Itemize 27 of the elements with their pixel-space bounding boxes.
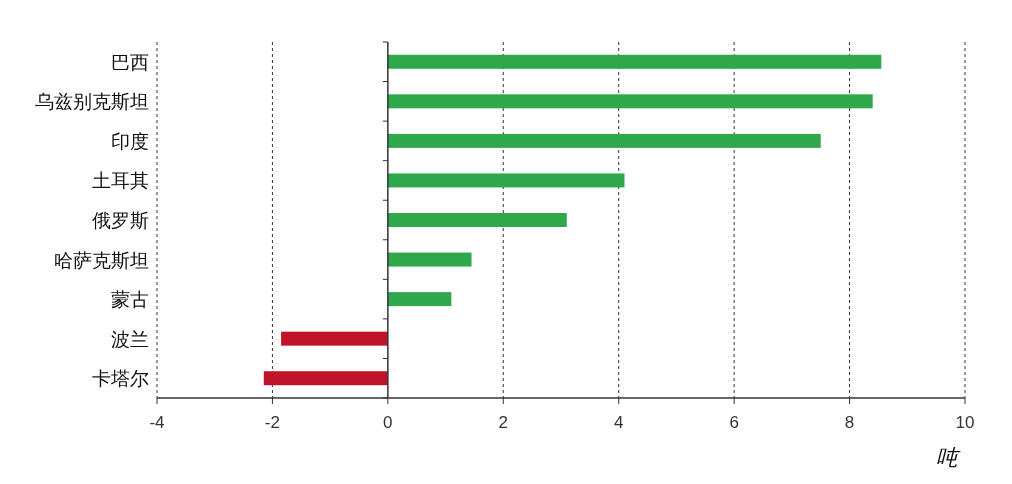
y-tick-label: 蒙古	[111, 289, 149, 311]
bar	[387, 292, 452, 307]
y-tick-label: 波兰	[111, 328, 149, 350]
y-tick-label: 卡塔尔	[92, 368, 149, 390]
x-tick-label: 0	[383, 413, 393, 432]
y-tick-label: 印度	[111, 130, 149, 152]
x-tick-label: 10	[955, 413, 975, 432]
y-tick-label: 俄罗斯	[92, 210, 149, 231]
bar	[263, 371, 388, 386]
x-tick-label: 8	[844, 413, 855, 432]
x-tick-label: 4	[613, 413, 624, 432]
y-tick-label: 巴西	[111, 51, 149, 73]
bar	[387, 173, 625, 188]
bar	[387, 213, 567, 227]
x-axis-title: 吨	[936, 445, 961, 470]
bar	[387, 133, 821, 148]
x-tick-label: -2	[264, 413, 280, 432]
y-tick-label: 土耳其	[92, 170, 149, 192]
bar	[387, 94, 873, 109]
bar	[281, 331, 388, 346]
x-tick-label: 2	[498, 413, 509, 432]
bar	[387, 54, 882, 69]
y-tick-label: 乌兹别克斯坦	[35, 91, 149, 113]
x-tick-label: -4	[149, 413, 165, 432]
x-tick-label: 6	[729, 413, 739, 432]
y-tick-label: 哈萨克斯坦	[54, 249, 149, 271]
bar	[387, 252, 472, 267]
